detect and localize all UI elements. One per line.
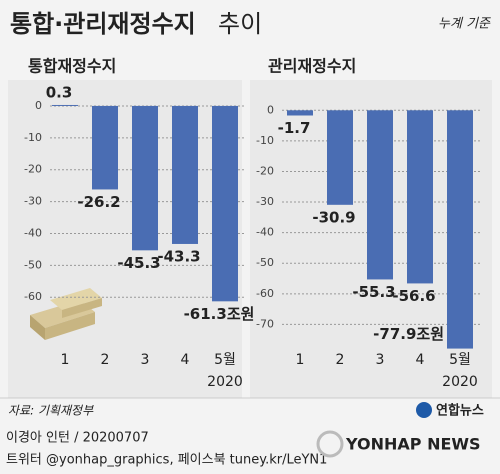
chart-subtitle: 통합재정수지 (28, 57, 116, 76)
value-label: -30.9 (312, 208, 355, 226)
y-tick-label: -60 (256, 287, 274, 300)
y-tick-label: -50 (256, 256, 274, 269)
value-label: -56.6 (392, 287, 435, 305)
y-tick-label: -50 (24, 258, 42, 271)
bar (172, 105, 198, 244)
value-label: -45.3 (117, 254, 160, 272)
y-tick-label: -30 (24, 195, 42, 208)
source: 자료: 기획재정부 (8, 404, 94, 418)
x-tick-label: 3 (141, 352, 150, 368)
x-tick-label: 5월 (214, 352, 236, 368)
value-label: -26.2 (77, 193, 120, 211)
bar (132, 105, 158, 251)
bar (52, 104, 78, 106)
bar (447, 110, 473, 349)
y-tick-label: -20 (256, 164, 274, 177)
brand: 연합뉴스 (436, 403, 484, 419)
y-tick-label: -40 (24, 226, 42, 239)
bar (212, 105, 238, 302)
y-tick-label: -10 (256, 134, 274, 147)
sns: 트위터 @yonhap_graphics, 페이스북 tuney.kr/LeYN… (6, 453, 327, 468)
credit: 이경아 인턴 / 20200707 (6, 431, 149, 446)
left-panel (8, 80, 242, 398)
x-tick-label: 4 (416, 352, 425, 368)
y-tick-label: -70 (256, 317, 274, 330)
y-tick-label: 0 (267, 103, 274, 116)
chart-subtitle: 관리재정수지 (268, 57, 356, 76)
x-tick-label: 1 (296, 352, 305, 368)
x-tick-label: 4 (181, 352, 190, 368)
y-tick-label: -20 (24, 163, 42, 176)
brand-icon (416, 402, 432, 418)
x-tick-label: 2 (336, 352, 345, 368)
y-tick-label: -10 (24, 131, 42, 144)
x-tick-label: 2 (101, 352, 110, 368)
x-tick-label: 1 (61, 352, 70, 368)
bar (92, 105, 118, 190)
value-label: 0.3 (46, 83, 73, 101)
y-tick-label: -60 (24, 290, 42, 303)
x-tick-label: 3 (376, 352, 385, 368)
value-label: -55.3 (352, 283, 395, 301)
value-label: -1.7 (278, 119, 311, 137)
bar (287, 110, 313, 116)
note: 누계 기준 (438, 17, 491, 32)
logo: YONHAP NEWS (345, 435, 481, 454)
title: 통합·관리재정수지 (10, 10, 196, 38)
logo-icon (316, 430, 344, 458)
y-tick-label: -40 (256, 226, 274, 239)
year-label: 2020 (207, 374, 243, 390)
value-label: -43.3 (157, 247, 200, 265)
bar (367, 110, 393, 280)
year-label: 2020 (442, 374, 478, 390)
y-tick-label: 0 (35, 99, 42, 112)
value-label: -77.9조원 (373, 325, 444, 343)
bar (407, 110, 433, 284)
money-icon (30, 288, 102, 340)
x-tick-label: 5월 (449, 352, 471, 368)
bar (327, 110, 353, 205)
y-tick-label: -30 (256, 195, 274, 208)
value-label: -61.3조원 (184, 305, 255, 323)
title-suffix: 추이 (218, 10, 262, 38)
